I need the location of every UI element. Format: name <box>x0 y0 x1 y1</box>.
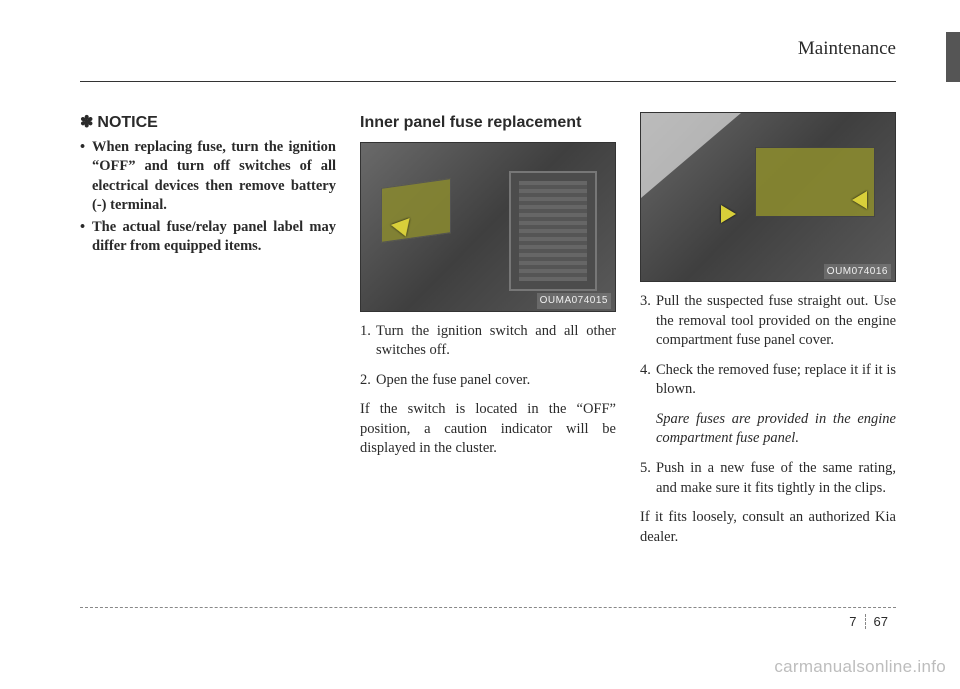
page-number: 67 <box>865 614 896 629</box>
photo-engine-fuse: OUM074016 <box>640 112 896 282</box>
notice-item: • When replacing fuse, turn the ignition… <box>80 138 336 216</box>
off-position-note: If the switch is located in the “OFF” po… <box>360 400 616 459</box>
notice-item-text: When replacing fuse, turn the ignition “… <box>92 138 336 216</box>
step-5: 5. Push in a new fuse of the same rating… <box>640 459 896 498</box>
right-body: 3. Pull the suspected fuse straight out.… <box>640 292 896 547</box>
watermark: carmanualsonline.info <box>774 657 946 677</box>
column-middle: Inner panel fuse replacement OUMA074015 … <box>360 112 616 557</box>
photo-inner-panel: OUMA074015 <box>360 142 616 312</box>
highlight-panel <box>381 178 451 243</box>
chapter-number: 7 <box>841 614 864 629</box>
highlight-triangle <box>641 113 741 198</box>
column-left: ✽ NOTICE • When replacing fuse, turn the… <box>80 112 336 557</box>
notice-symbol: ✽ <box>80 114 97 131</box>
step-3: 3. Pull the suspected fuse straight out.… <box>640 292 896 351</box>
notice-item-text: The actual fuse/relay panel label may di… <box>92 218 336 257</box>
step-2: 2. Open the fuse panel cover. <box>360 371 616 391</box>
spare-fuses-note: Spare fuses are provided in the engine c… <box>656 410 896 449</box>
page-header: Maintenance <box>80 32 896 82</box>
page-number-box: 7 67 <box>841 614 896 629</box>
step-text: Turn the ignition switch and all other s… <box>376 322 616 361</box>
arrow-icon <box>721 205 736 223</box>
header-tab <box>946 32 960 82</box>
step-number: 5. <box>640 459 656 498</box>
notice-list: • When replacing fuse, turn the ignition… <box>80 138 336 257</box>
page-footer: 7 67 <box>80 607 896 633</box>
bullet-icon: • <box>80 218 92 257</box>
bullet-icon: • <box>80 138 92 216</box>
step-text: Check the removed fuse; replace it if it… <box>656 361 896 400</box>
middle-body: 1. Turn the ignition switch and all othe… <box>360 322 616 459</box>
section-title: Maintenance <box>798 38 896 60</box>
step-number: 4. <box>640 361 656 400</box>
content-columns: ✽ NOTICE • When replacing fuse, turn the… <box>80 112 896 557</box>
photo-code: OUM074016 <box>824 264 891 280</box>
notice-heading-text: NOTICE <box>97 114 157 131</box>
step-1: 1. Turn the ignition switch and all othe… <box>360 322 616 361</box>
photo-code: OUMA074015 <box>537 293 611 309</box>
step-number: 3. <box>640 292 656 351</box>
notice-heading: ✽ NOTICE <box>80 112 336 134</box>
step-text: Push in a new fuse of the same rating, a… <box>656 459 896 498</box>
step-number: 2. <box>360 371 376 391</box>
step-text: Pull the suspected fuse straight out. Us… <box>656 292 896 351</box>
fusebox-graphic <box>509 171 597 291</box>
step-text: Open the fuse panel cover. <box>376 371 616 391</box>
inner-panel-heading: Inner panel fuse replacement <box>360 112 616 134</box>
column-right: OUM074016 3. Pull the suspected fuse str… <box>640 112 896 557</box>
step-number: 1. <box>360 322 376 361</box>
step-4: 4. Check the removed fuse; replace it if… <box>640 361 896 400</box>
notice-item: • The actual fuse/relay panel label may … <box>80 218 336 257</box>
closing-note: If it fits loosely, consult an authorize… <box>640 508 896 547</box>
arrow-icon <box>852 191 867 209</box>
